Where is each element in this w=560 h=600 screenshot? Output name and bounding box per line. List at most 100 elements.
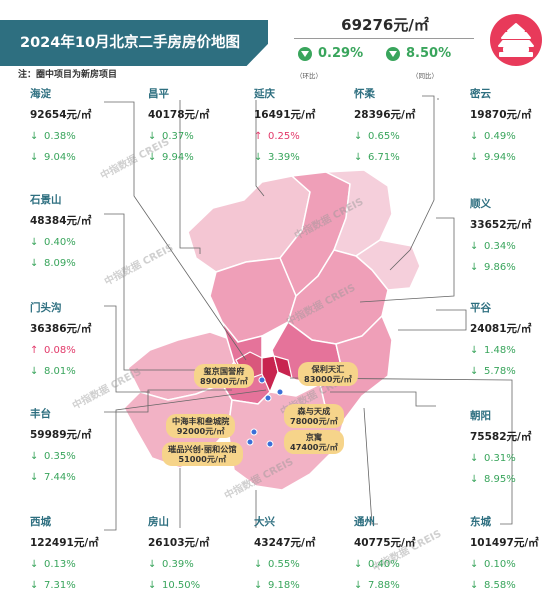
district-yoy: ↓ 8.09% <box>30 253 126 274</box>
district-yoy: ↓ 9.04% <box>30 147 126 168</box>
down-arrow-icon: ↓ <box>354 559 363 570</box>
down-arrow-icon: ↓ <box>254 152 263 163</box>
down-arrow-icon: ↓ <box>254 580 263 591</box>
district-yoy-value: 6.71% <box>368 152 400 163</box>
district-name: 西城 <box>30 516 51 528</box>
district-name: 昌平 <box>148 88 169 100</box>
temple-of-heaven-logo <box>490 14 542 66</box>
district-mom-value: 0.38% <box>44 131 76 142</box>
district-yoy: ↓ 3.39% <box>254 147 350 168</box>
project-label: 京寓 47400元/㎡ <box>284 430 344 454</box>
district-mom: ↓ 0.34% <box>470 236 556 257</box>
district-yoy-value: 9.94% <box>162 152 194 163</box>
district-yoy-value: 9.86% <box>484 262 516 273</box>
district-mentougou: 门头沟 36386元/㎡ ↑ 0.08% ↓ 8.01% <box>30 298 126 382</box>
district-yoy-value: 7.88% <box>368 580 400 591</box>
down-arrow-icon: ↓ <box>30 237 39 248</box>
district-name: 大兴 <box>254 516 275 528</box>
district-price: 40775元/㎡ <box>354 537 416 549</box>
district-name: 东城 <box>470 516 491 528</box>
district-mom-value: 1.48% <box>484 345 516 356</box>
district-mom-value: 0.40% <box>368 559 400 570</box>
project-label: 中海丰和叁城院 92000元/㎡ <box>166 414 236 438</box>
project-price: 89000元/㎡ <box>200 376 248 386</box>
summary-mom-label: （环比） <box>296 72 322 80</box>
district-price: 16491元/㎡ <box>254 109 316 121</box>
district-tongzhou: 通州 40775元/㎡ ↓ 0.40% ↓ 7.88% <box>354 512 450 596</box>
district-yoy-value: 3.39% <box>268 152 300 163</box>
down-arrow-icon: ↓ <box>30 366 39 377</box>
map-title: 2024年10月北京二手房房价地图 <box>0 20 268 66</box>
down-arrow-icon: ↓ <box>470 453 479 464</box>
project-price: 78000元/㎡ <box>290 416 338 426</box>
project-price: 51000元/㎡ <box>178 454 227 464</box>
down-arrow-icon: ↓ <box>354 580 363 591</box>
district-yoy: ↓ 10.50% <box>148 575 244 596</box>
district-name: 石景山 <box>30 194 62 206</box>
district-mom-value: 0.37% <box>162 131 194 142</box>
district-price: 24081元/㎡ <box>470 323 532 335</box>
district-name: 延庆 <box>254 88 275 100</box>
district-shunyi: 顺义 33652元/㎡ ↓ 0.34% ↓ 9.86% <box>470 194 556 278</box>
district-mom: ↓ 0.49% <box>470 126 556 147</box>
district-mom-value: 0.25% <box>268 131 300 142</box>
district-mom: ↓ 0.55% <box>254 554 350 575</box>
district-name: 平谷 <box>470 302 491 314</box>
down-arrow-icon <box>386 46 400 61</box>
district-name: 海淀 <box>30 88 51 100</box>
district-price: 26103元/㎡ <box>148 537 210 549</box>
district-yoy: ↓ 8.58% <box>470 575 556 596</box>
district-price: 36386元/㎡ <box>30 323 92 335</box>
down-arrow-icon: ↓ <box>470 241 479 252</box>
district-mom-value: 0.35% <box>44 451 76 462</box>
district-yoy-value: 9.04% <box>44 152 76 163</box>
down-arrow-icon: ↓ <box>470 580 479 591</box>
district-mom: ↓ 0.40% <box>30 232 126 253</box>
district-yoy: ↓ 8.01% <box>30 361 126 382</box>
district-price: 33652元/㎡ <box>470 219 532 231</box>
district-yoy-value: 5.78% <box>484 366 516 377</box>
down-arrow-icon: ↓ <box>470 559 479 570</box>
district-yoy: ↓ 7.88% <box>354 575 450 596</box>
district-name: 房山 <box>148 516 169 528</box>
project-label: 玺京国誉府 89000元/㎡ <box>194 364 254 388</box>
district-price: 92654元/㎡ <box>30 109 92 121</box>
project-price: 47400元/㎡ <box>290 442 338 452</box>
district-mom-value: 0.08% <box>44 345 76 356</box>
district-name: 顺义 <box>470 198 491 210</box>
district-yoy-value: 7.31% <box>44 580 76 591</box>
project-name: 保利天汇 <box>311 364 345 374</box>
district-price: 28396元/㎡ <box>354 109 416 121</box>
district-price: 48384元/㎡ <box>30 215 92 227</box>
district-mom-value: 0.10% <box>484 559 516 570</box>
district-price: 122491元/㎡ <box>30 537 99 549</box>
district-mom: ↓ 0.40% <box>354 554 450 575</box>
district-huairou: 怀柔 28396元/㎡ ↓ 0.65% ↓ 6.71% <box>354 84 450 168</box>
district-mom: ↓ 0.39% <box>148 554 244 575</box>
district-mom-value: 0.31% <box>484 453 516 464</box>
project-name: 璀品兴创·丽和公馆 <box>168 444 237 454</box>
down-arrow-icon: ↓ <box>30 451 39 462</box>
district-yoy-value: 8.09% <box>44 258 76 269</box>
district-price: 101497元/㎡ <box>470 537 539 549</box>
region-xicheng <box>261 355 279 394</box>
down-arrow-icon: ↓ <box>30 472 39 483</box>
district-yoy: ↓ 9.86% <box>470 257 556 278</box>
district-shijingshan: 石景山 48384元/㎡ ↓ 0.40% ↓ 8.09% <box>30 190 126 274</box>
up-arrow-icon: ↑ <box>254 131 263 142</box>
district-yoy: ↓ 9.18% <box>254 575 350 596</box>
district-name: 门头沟 <box>30 302 62 314</box>
district-mom-value: 0.39% <box>162 559 194 570</box>
district-price: 43247元/㎡ <box>254 537 316 549</box>
summary-mom: 0.29% <box>298 46 363 61</box>
district-mom-value: 0.13% <box>44 559 76 570</box>
district-changping: 昌平 40178元/㎡ ↓ 0.37% ↓ 9.94% <box>148 84 244 168</box>
summary-mom-value: 0.29% <box>318 46 364 61</box>
district-xicheng: 西城 122491元/㎡ ↓ 0.13% ↓ 7.31% <box>30 512 126 596</box>
district-miyun: 密云 19870元/㎡ ↓ 0.49% ↓ 9.94% <box>470 84 556 168</box>
district-mom-value: 0.34% <box>484 241 516 252</box>
district-haidian: 海淀 92654元/㎡ ↓ 0.38% ↓ 9.04% <box>30 84 126 168</box>
down-arrow-icon: ↓ <box>30 580 39 591</box>
district-fangshan: 房山 26103元/㎡ ↓ 0.39% ↓ 10.50% <box>148 512 244 596</box>
district-mom: ↓ 0.37% <box>148 126 244 147</box>
